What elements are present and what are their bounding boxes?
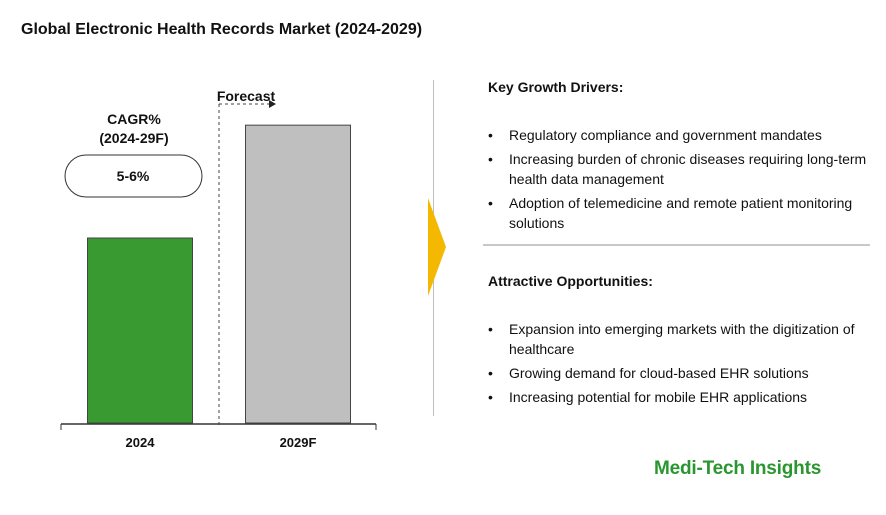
chevron-right-icon [428,198,446,296]
list-item: Increasing burden of chronic diseases re… [488,149,873,189]
forecast-arrow-head [269,100,276,108]
bar-2029f [245,124,351,424]
list-item: Increasing potential for mobile EHR appl… [488,387,873,407]
growth-drivers-list: Regulatory compliance and government man… [488,125,873,233]
cagr-value: 5-6% [117,168,150,184]
cagr-label-line1: CAGR% [107,111,161,127]
chart-title: Global Electronic Health Records Market … [21,21,423,38]
category-label-2024: 2024 [126,435,156,450]
category-label-2029f: 2029F [280,435,317,450]
section-divider [483,244,870,246]
list-item: Growing demand for cloud-based EHR solut… [488,363,873,383]
brand-logo: Medi-Tech Insights [654,458,822,479]
bar-2024 [87,237,193,424]
growth-drivers-heading: Key Growth Drivers: [488,79,624,95]
opportunities-heading: Attractive Opportunities: [488,273,653,289]
opportunities-list: Expansion into emerging markets with the… [488,319,873,407]
list-item: Regulatory compliance and government man… [488,125,873,145]
list-item: Adoption of telemedicine and remote pati… [488,193,873,233]
cagr-pill [64,154,203,198]
market-bar-chart: Forecast 2024 2029F CAGR% (2024-29F) 5-6… [60,88,377,450]
opportunities-section: Attractive Opportunities: Expansion into… [488,273,873,411]
forecast-label: Forecast [217,88,276,104]
growth-drivers-section: Key Growth Drivers: Regulatory complianc… [488,79,873,237]
list-item: Expansion into emerging markets with the… [488,319,873,359]
cagr-label-line2: (2024-29F) [99,130,168,146]
